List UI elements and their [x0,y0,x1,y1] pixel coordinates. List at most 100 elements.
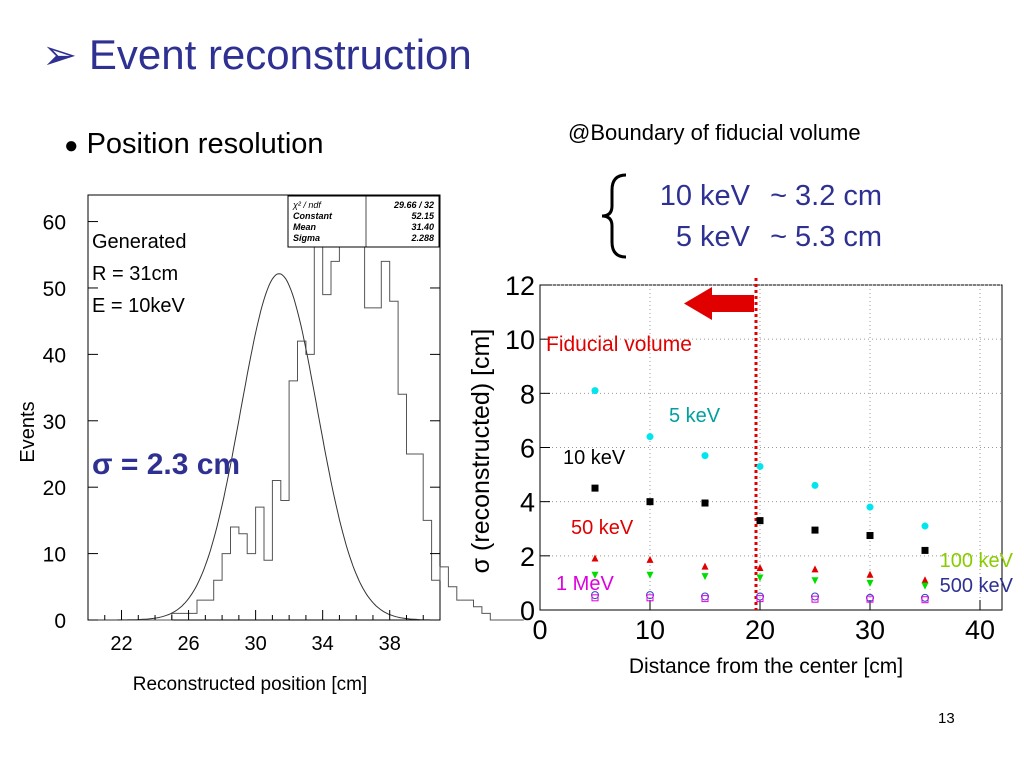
scatter-xlabel: Distance from the center [cm] [629,655,903,678]
histogram-ylabel: Events [17,401,39,462]
point-5kev [811,481,819,489]
bullet-dot-icon: ● [64,132,79,159]
sigma-annotation: σ = 2.3 cm [92,448,240,481]
stats-value-constant: 52.15 [411,211,435,221]
stats-label-mean: Mean [293,222,317,232]
stats-value-mean: 31.40 [411,222,434,232]
page-number: 13 [938,710,955,727]
histogram-y-tick-label: 20 [43,477,66,500]
histogram-y-tick-label: 10 [43,544,66,567]
histogram-y-tick-label: 30 [43,411,66,434]
point-10kev [811,526,819,534]
histogram-y-tick-label: 0 [54,610,66,633]
histogram-x-tick-label: 34 [312,633,334,655]
scatter-x-tick-label: 40 [965,615,995,645]
scatter-x-ticks: 0 10 20 30 40 [532,600,995,645]
point-100kev [591,571,599,579]
scatter-y-tick-label: 10 [505,325,535,355]
point-1mev [921,596,929,604]
point-10kev [866,532,874,540]
bullet-heading: ● Position resolution [64,128,324,161]
point-100kev [646,571,654,579]
histogram-x-ticks: 22 26 30 34 38 [87,610,441,655]
resolution-5kev: 5 keV ~ 5.3 cm [640,221,882,254]
point-100kev [866,579,874,587]
scatter-x-tick-label: 20 [745,615,775,645]
point-1mev [646,594,654,602]
scatter-x-tick-label: 10 [635,615,665,645]
point-1mev [756,595,764,603]
histogram-bars [121,221,524,621]
point-500kev [756,592,764,601]
point-50kev [591,554,599,562]
title-arrow-icon: ➢ [42,31,78,78]
stats-value-chi2: 29.66 / 32 [393,200,434,210]
scatter-y-ticks: 0 2 4 6 8 10 12 [505,271,550,626]
series-label-1mev: 1 MeV [556,573,614,595]
resolution-10kev: 10 keV ~ 3.2 cm [640,180,882,213]
fiducial-arrow-shaft [712,295,754,312]
histogram-y-ticks: 0 10 20 30 40 50 60 [43,212,440,633]
fiducial-label: Fiducial volume [546,333,692,356]
histogram-gaussian-fit [96,273,430,621]
point-5kev [756,462,764,470]
bullet-text: Position resolution [86,128,324,160]
scatter-y-tick-label: 4 [520,488,535,518]
generated-line-2: R = 31cm [92,263,178,285]
histogram-x-tick-label: 38 [379,633,401,655]
series-label-100kev: 100 keV [940,550,1014,572]
generated-line-3: E = 10keV [92,295,186,317]
stats-label-constant: Constant [293,211,333,221]
boundary-note: @Boundary of fiducial volume [568,120,861,145]
histogram-plot-area [87,194,441,621]
slide-title: ➢ Event reconstruction [42,30,472,79]
point-5kev [866,503,874,511]
point-50kev [701,562,709,570]
histogram-x-tick-label: 22 [110,633,132,655]
scatter-ylabel: σ (reconstructed) [cm] [467,329,495,574]
resolution-energy: 10 keV [659,180,750,212]
series-label-50kev: 50 keV [571,517,634,539]
point-50kev [811,565,819,573]
point-5kev [921,522,929,530]
point-50kev [646,555,654,563]
series-label-5kev: 5 keV [669,405,721,427]
point-1mev [866,595,874,603]
series-label-10kev: 10 keV [563,447,626,469]
stats-label-chi2: χ² / ndf [292,200,322,210]
stats-box-frame [287,195,440,248]
fiducial-arrow-icon [684,287,754,320]
scatter-grid [540,284,1002,610]
scatter-y-tick-label: 0 [520,596,535,626]
point-500kev [921,593,929,602]
fiducial-arrow-head [684,287,712,320]
point-10kev [921,546,929,554]
scatter-y-tick-label: 6 [520,434,535,464]
brace-icon [601,173,627,259]
histogram-xlabel: Reconstructed position [cm] [133,674,367,695]
histogram-y-tick-label: 60 [43,212,66,235]
point-500kev [701,592,709,601]
series-label-500kev: 500 keV [940,575,1014,597]
scatter-y-tick-label: 12 [505,271,535,301]
scatter-points [591,387,929,604]
point-10kev [646,498,654,506]
histogram-x-tick-label: 30 [244,633,266,655]
scatter-y-tick-label: 2 [520,542,535,572]
scatter-x-tick-label: 0 [532,615,547,645]
point-5kev [701,452,709,460]
point-5kev [646,433,654,441]
point-100kev [921,582,929,590]
stats-box: χ² / ndf 29.66 / 32 Constant 52.15 Mean … [287,195,440,248]
point-10kev [701,499,709,507]
point-50kev [866,570,874,578]
point-50kev [921,576,929,584]
point-100kev [811,577,819,585]
point-50kev [756,564,764,572]
stats-label-sigma: Sigma [293,233,320,243]
point-1mev [701,595,709,603]
title-text: Event reconstruction [88,31,472,78]
point-1mev [591,594,599,602]
